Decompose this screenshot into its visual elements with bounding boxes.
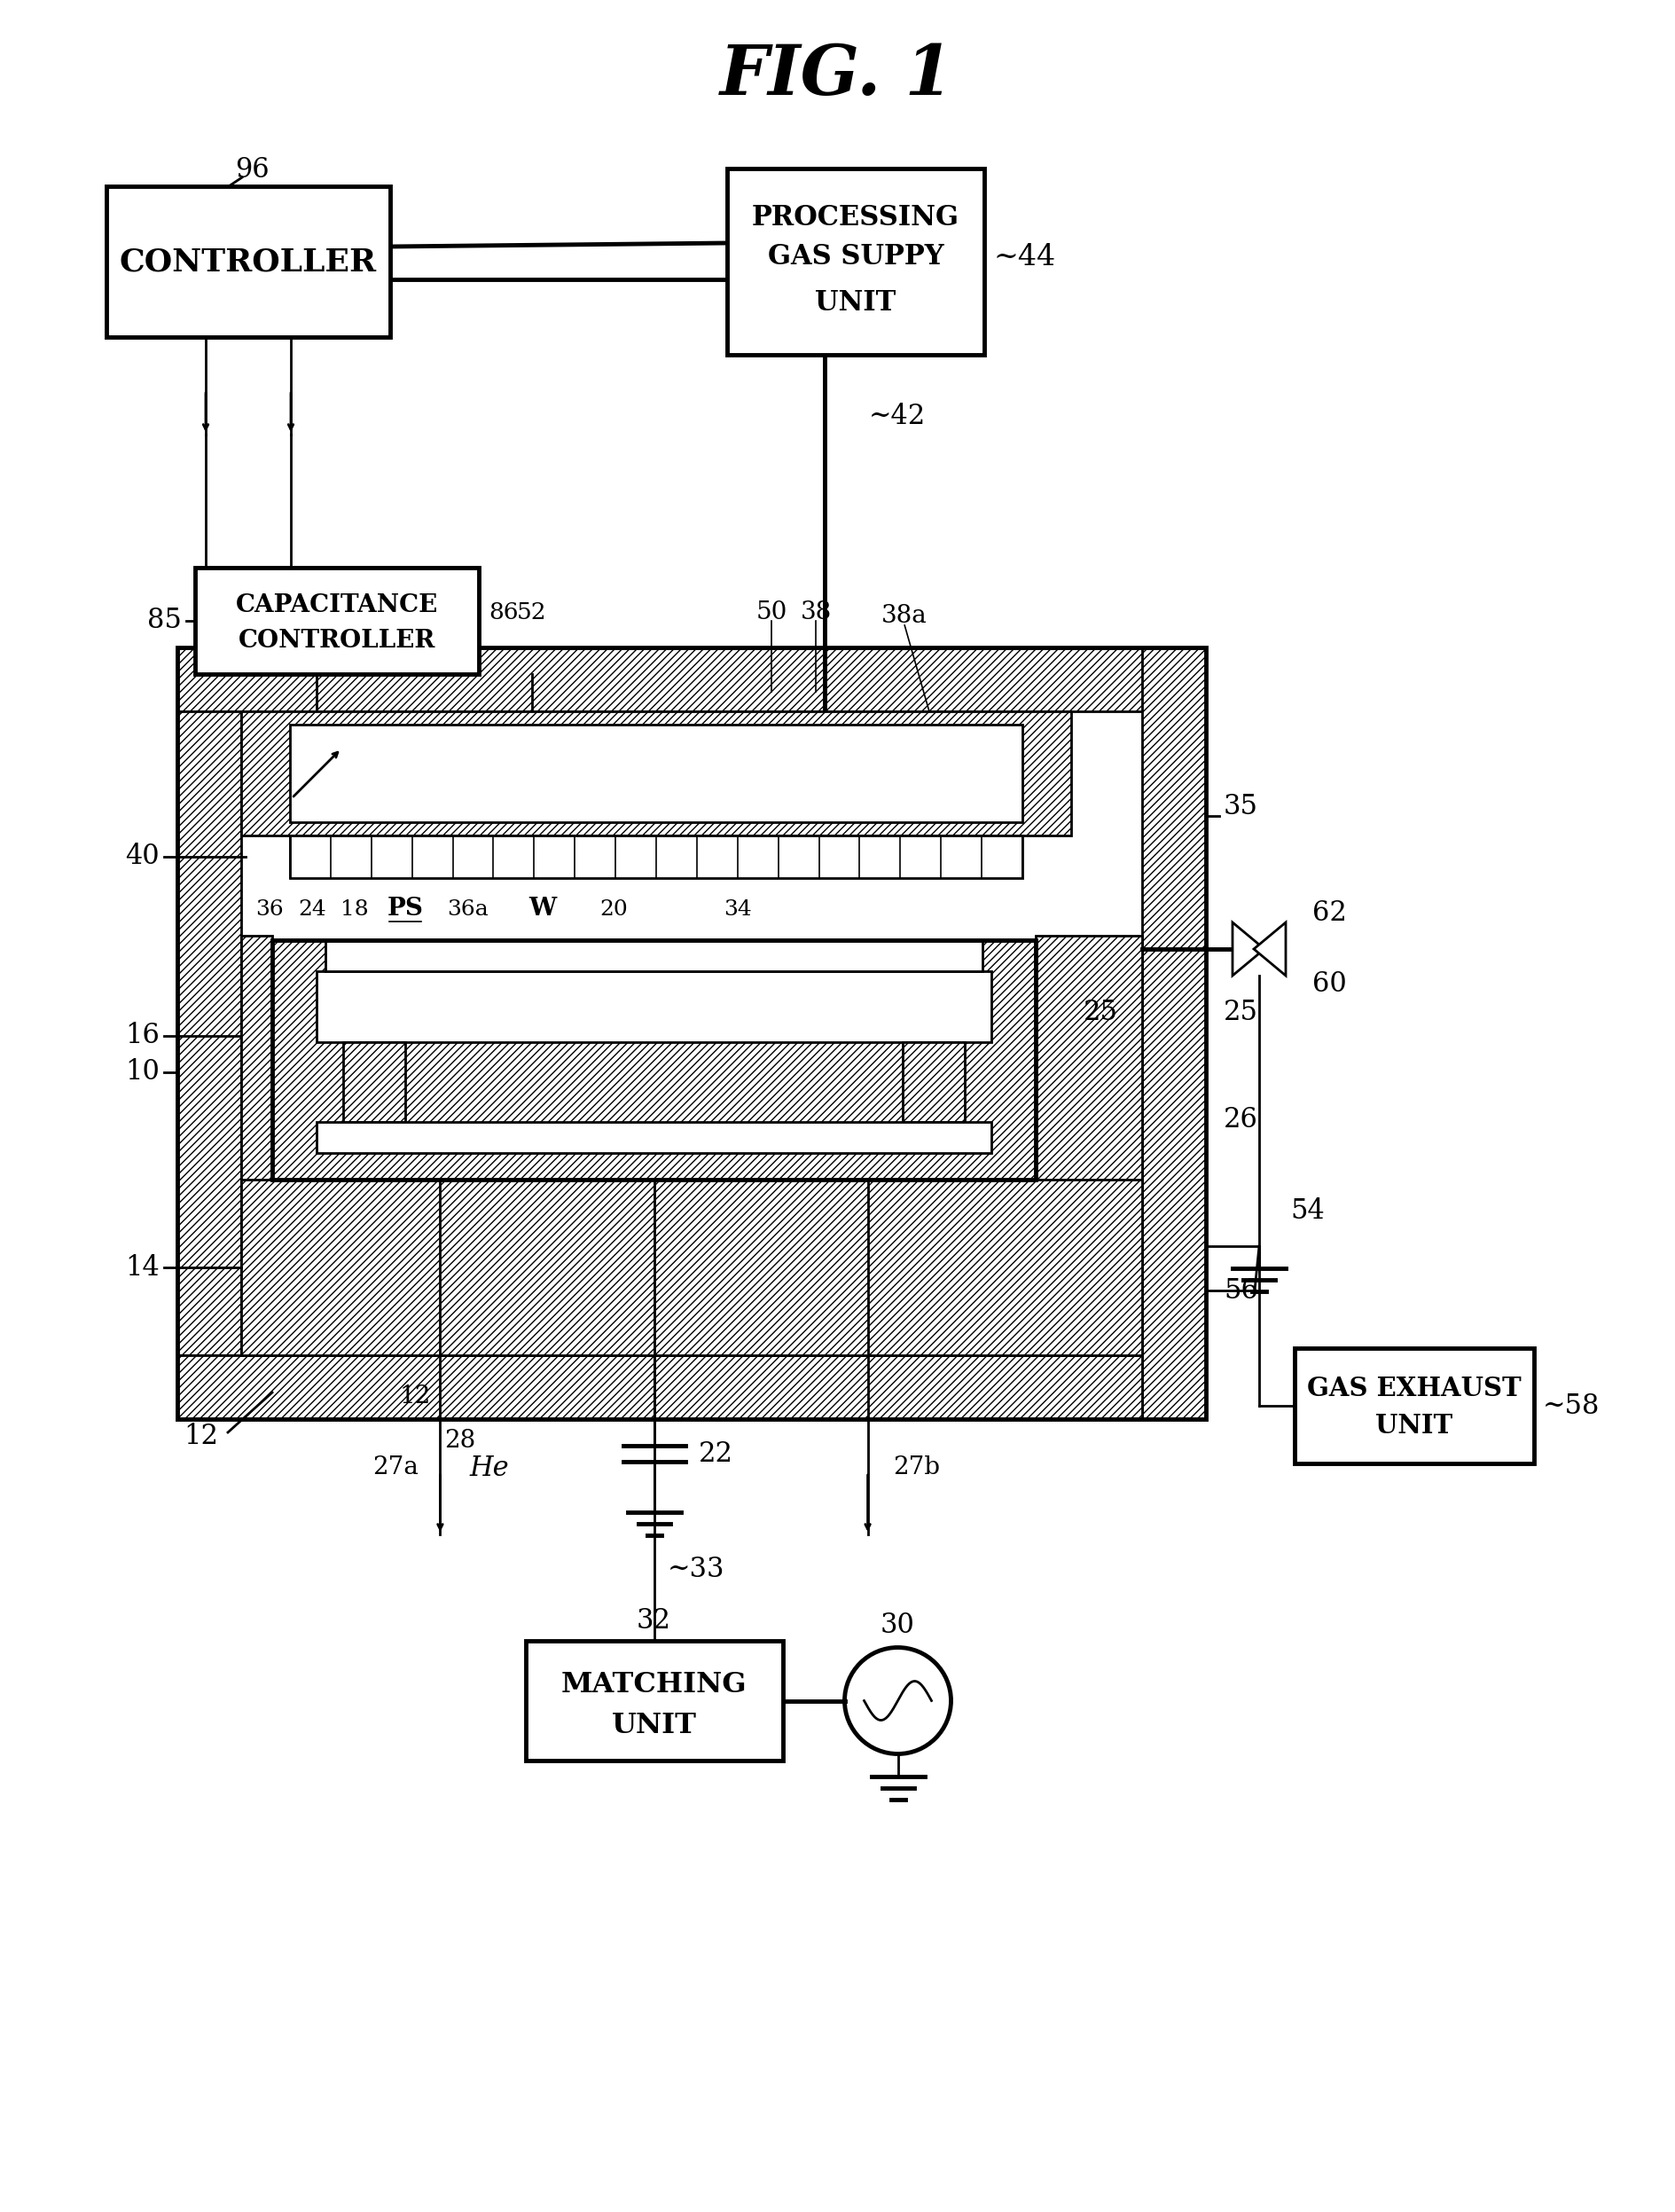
Bar (107, 186, 390, 336)
Bar (903, 1042, 965, 1121)
Text: 36: 36 (256, 898, 283, 920)
Text: 24: 24 (298, 898, 327, 920)
Bar (178, 712, 241, 1356)
Text: PROCESSING: PROCESSING (752, 204, 960, 230)
Bar (727, 168, 985, 354)
Text: 18: 18 (340, 898, 369, 920)
Text: 12: 12 (184, 1422, 218, 1451)
Bar (273, 940, 1035, 1179)
Bar (178, 1356, 1142, 1420)
Bar (343, 1042, 405, 1121)
Text: 30: 30 (881, 1613, 915, 1639)
Text: CONTROLLER: CONTROLLER (238, 628, 436, 653)
Polygon shape (1255, 922, 1286, 975)
Bar (241, 936, 273, 1243)
Bar (273, 940, 1035, 1179)
Text: 54: 54 (1290, 1197, 1325, 1225)
Text: 40: 40 (126, 843, 159, 872)
Polygon shape (1233, 922, 1265, 975)
Text: ~44: ~44 (993, 243, 1055, 272)
Text: ~42: ~42 (869, 403, 926, 431)
Bar (194, 568, 479, 675)
Text: 25: 25 (1224, 998, 1258, 1026)
Bar (290, 836, 1022, 878)
Text: PS: PS (387, 898, 424, 920)
Text: 16: 16 (126, 1022, 159, 1051)
Bar (1142, 648, 1206, 1420)
Bar (178, 648, 1206, 1420)
Text: 50: 50 (755, 599, 787, 624)
Bar (290, 726, 1022, 823)
Bar (325, 940, 983, 971)
Text: 10: 10 (126, 1057, 159, 1086)
Bar (317, 971, 992, 1042)
Text: ~58: ~58 (1543, 1391, 1600, 1420)
Bar (178, 648, 1206, 712)
Bar (241, 1179, 1142, 1356)
Text: FIG. 1: FIG. 1 (720, 42, 955, 108)
Text: 38: 38 (801, 599, 831, 624)
Text: 22: 22 (698, 1440, 734, 1467)
Text: 86: 86 (489, 602, 519, 624)
Text: 28: 28 (444, 1429, 476, 1453)
Text: 60: 60 (1312, 971, 1347, 998)
Text: 25: 25 (1084, 998, 1119, 1026)
Text: 27b: 27b (893, 1455, 940, 1480)
Text: GAS SUPPY: GAS SUPPY (767, 243, 943, 270)
Text: 12: 12 (400, 1385, 432, 1409)
Text: CONTROLLER: CONTROLLER (119, 246, 377, 276)
Text: 14: 14 (126, 1254, 159, 1281)
Bar (241, 712, 1070, 836)
Bar (1295, 1347, 1534, 1464)
Text: 62: 62 (1312, 900, 1347, 927)
Text: UNIT: UNIT (611, 1712, 697, 1739)
Bar (1035, 936, 1142, 1243)
Text: GAS EXHAUST: GAS EXHAUST (1306, 1376, 1521, 1400)
Text: ~33: ~33 (667, 1555, 725, 1584)
Bar (317, 1121, 992, 1152)
Text: CAPACITANCE: CAPACITANCE (236, 593, 439, 617)
Text: W: W (529, 898, 556, 920)
Text: 56: 56 (1224, 1276, 1258, 1305)
Bar (526, 1641, 782, 1761)
Text: 34: 34 (724, 898, 752, 920)
Text: He: He (469, 1453, 509, 1482)
Text: 52: 52 (518, 602, 548, 624)
Text: 38a: 38a (881, 604, 928, 628)
Text: 35: 35 (1224, 794, 1258, 821)
Text: 36a: 36a (447, 898, 487, 920)
Text: 27a: 27a (374, 1455, 419, 1480)
Text: 26: 26 (1224, 1106, 1258, 1133)
Text: 20: 20 (600, 898, 628, 920)
Text: UNIT: UNIT (816, 290, 896, 316)
Text: 96: 96 (235, 157, 270, 184)
Text: 32: 32 (636, 1608, 672, 1635)
Text: MATCHING: MATCHING (561, 1672, 747, 1699)
Text: 85: 85 (147, 606, 183, 635)
Text: UNIT: UNIT (1375, 1413, 1452, 1440)
